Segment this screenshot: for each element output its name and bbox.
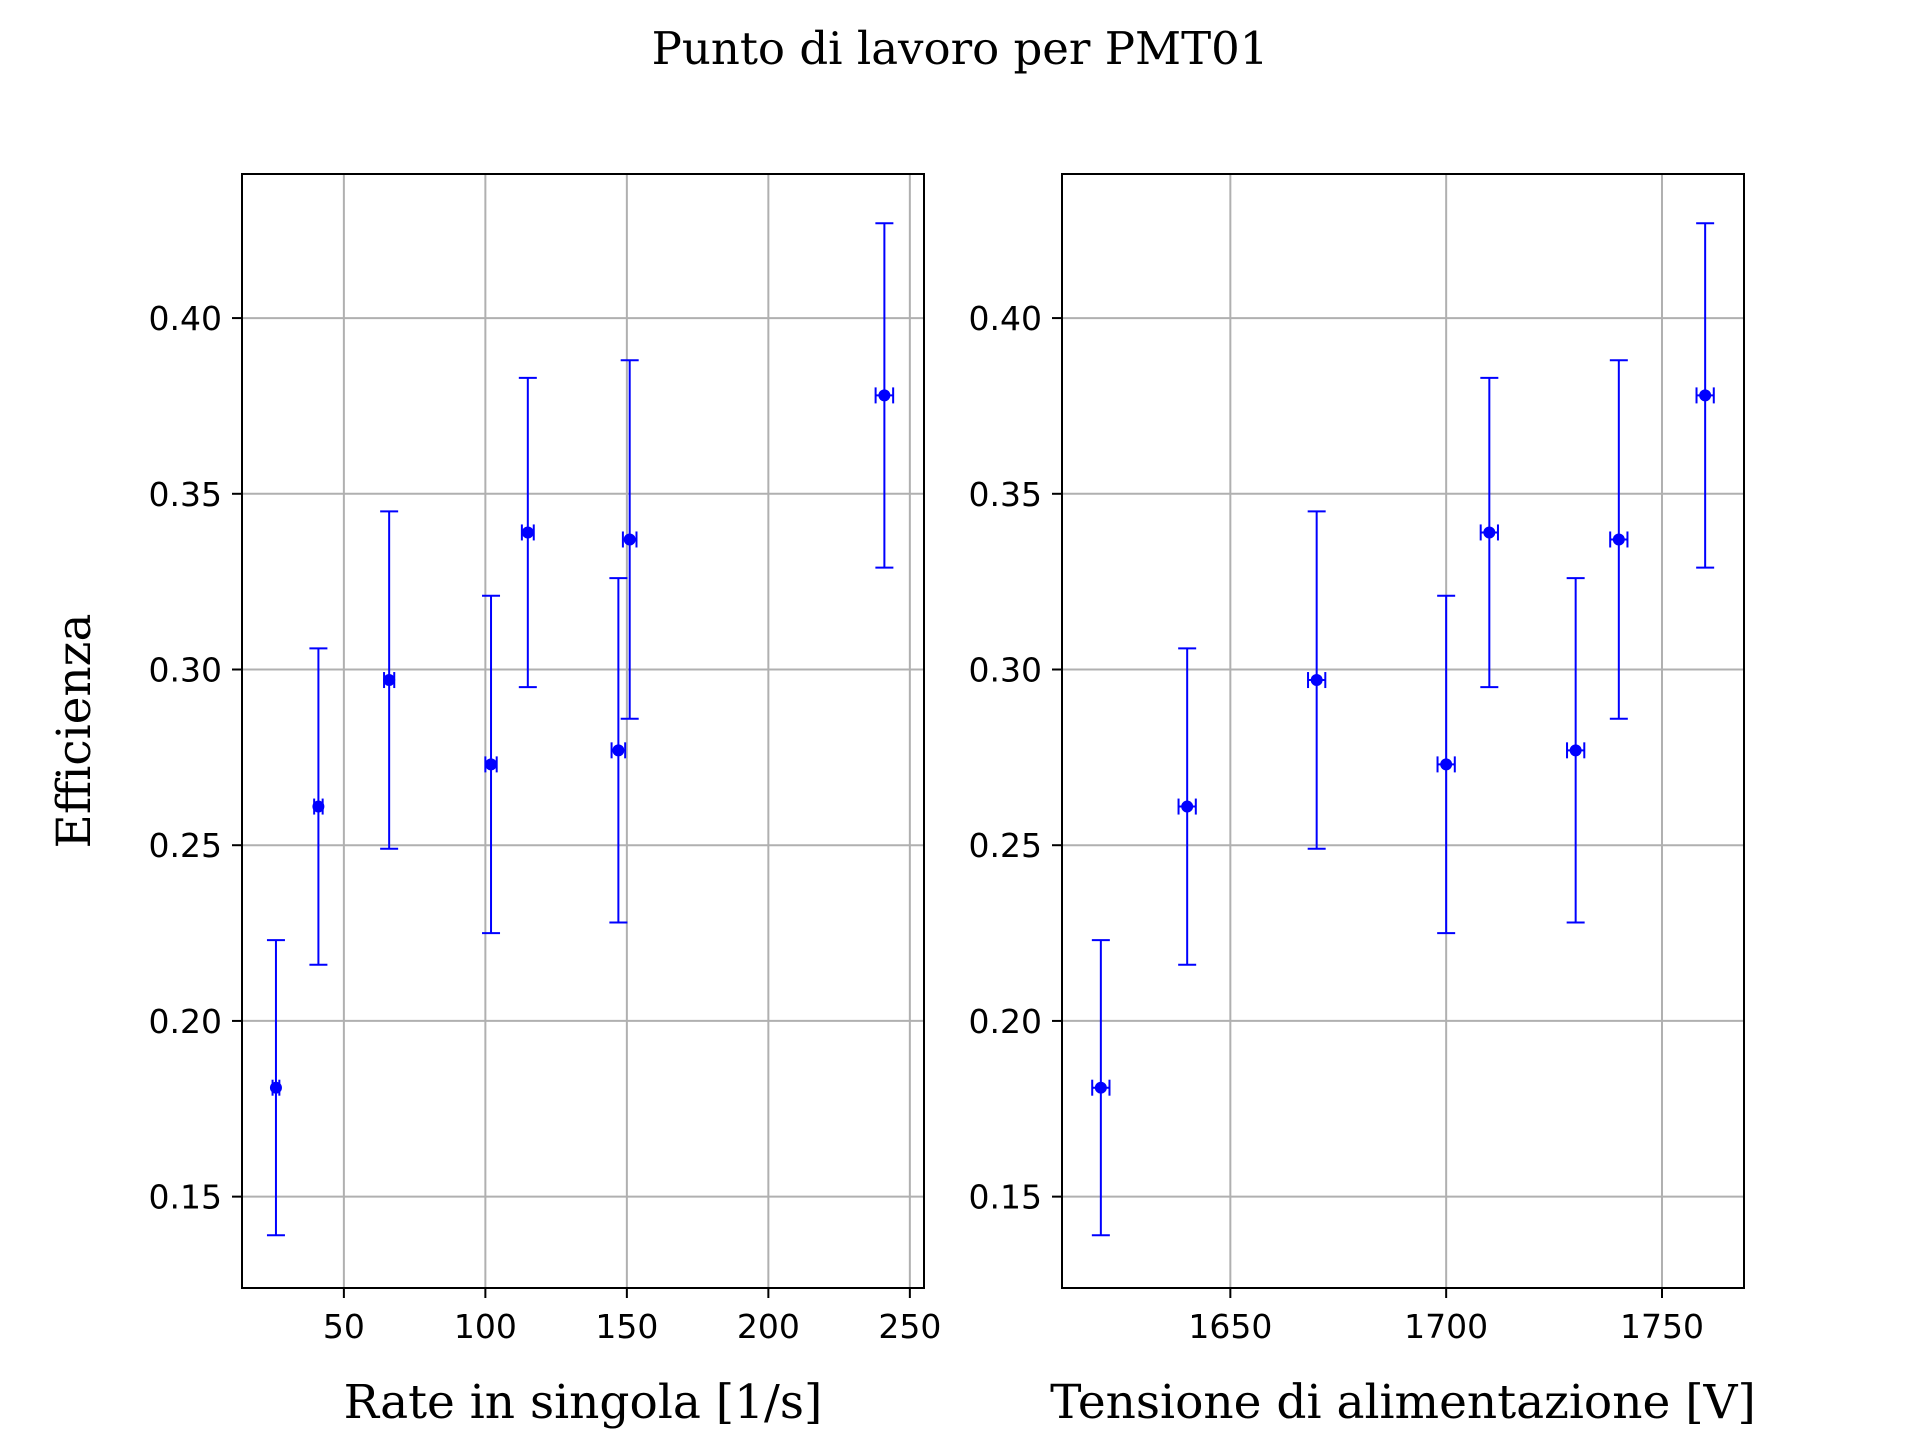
data-marker: [1310, 674, 1323, 687]
right-panel: 1650 1700 1750 0.15 0.20 0.25 0.30 0.35 0.40 Ten…: [969, 173, 1756, 1430]
right-data-point: [1609, 359, 1629, 720]
right-y-tick-label: 0.15: [969, 1178, 1042, 1217]
figure-title: Punto di lavoro per PMT01: [652, 22, 1269, 75]
right-y-tick-label: 0.25: [969, 826, 1042, 865]
right-x-tick-label: 1750: [1620, 1307, 1704, 1346]
right-ticks: 1650 1700 1750 0.15 0.20 0.25 0.30 0.35 0.40: [969, 299, 1704, 1346]
left-data-point: [309, 647, 328, 966]
right-x-tick-label: 1700: [1404, 1307, 1488, 1346]
left-data-point: [874, 222, 895, 569]
left-axes-frame: [241, 173, 925, 1289]
left-x-tick-label: 200: [737, 1307, 800, 1346]
right-data-point: [1177, 647, 1197, 966]
data-marker: [485, 758, 498, 771]
right-data-point: [1307, 510, 1327, 850]
data-marker: [1569, 744, 1582, 757]
right-data-point: [1566, 577, 1586, 924]
right-data-point: [1436, 594, 1456, 935]
right-y-tick-label: 0.35: [969, 475, 1042, 514]
right-y-tick-label: 0.20: [969, 1002, 1042, 1041]
right-y-tick-label: 0.30: [969, 651, 1042, 690]
left-y-tick-label: 0.40: [149, 299, 222, 338]
left-data-point: [620, 359, 639, 720]
left-y-tick-label: 0.15: [149, 1178, 222, 1217]
right-data: [1091, 222, 1715, 1237]
left-data-point: [380, 510, 399, 850]
data-marker: [1181, 800, 1194, 813]
left-panel: 50 100 150 200 250 0.15 0.20 0.25 0.30 0.35 0.40 R…: [47, 173, 942, 1430]
left-data-point: [266, 939, 285, 1237]
data-marker: [1440, 758, 1453, 771]
left-data-point: [518, 376, 537, 689]
left-data-point: [609, 577, 628, 924]
left-data: [266, 222, 895, 1237]
left-x-tick-label: 50: [323, 1307, 365, 1346]
data-marker: [1612, 533, 1625, 546]
left-data-point: [482, 594, 501, 935]
data-marker: [612, 744, 625, 757]
data-marker: [1483, 526, 1496, 539]
right-y-tick-label: 0.40: [969, 299, 1042, 338]
data-marker: [1094, 1081, 1107, 1094]
left-y-tick-label: 0.30: [149, 651, 222, 690]
right-x-tick-label: 1650: [1188, 1307, 1272, 1346]
data-marker: [878, 389, 891, 402]
left-y-tick-label: 0.20: [149, 1002, 222, 1041]
right-x-axis-label: Tensione di alimentazione [V]: [1050, 1375, 1756, 1430]
y-axis-label: Efficienza: [47, 614, 102, 849]
data-marker: [1699, 389, 1712, 402]
data-marker: [383, 674, 396, 687]
right-grid: [1062, 174, 1744, 1288]
data-marker: [521, 526, 534, 539]
data-marker: [623, 533, 636, 546]
left-ticks: 50 100 150 200 250 0.15 0.20 0.25 0.30 0.35 0.40: [149, 299, 942, 1346]
right-data-point: [1695, 222, 1715, 569]
data-marker: [269, 1081, 282, 1094]
left-x-tick-label: 150: [595, 1307, 658, 1346]
left-x-axis-label: Rate in singola [1/s]: [344, 1375, 823, 1430]
left-x-tick-label: 250: [878, 1307, 941, 1346]
right-axes-frame: [1061, 173, 1745, 1289]
left-y-tick-label: 0.25: [149, 826, 222, 865]
data-marker: [312, 800, 325, 813]
right-data-point: [1091, 939, 1111, 1237]
right-data-point: [1479, 376, 1499, 689]
left-x-tick-label: 100: [454, 1307, 517, 1346]
left-y-tick-label: 0.35: [149, 475, 222, 514]
